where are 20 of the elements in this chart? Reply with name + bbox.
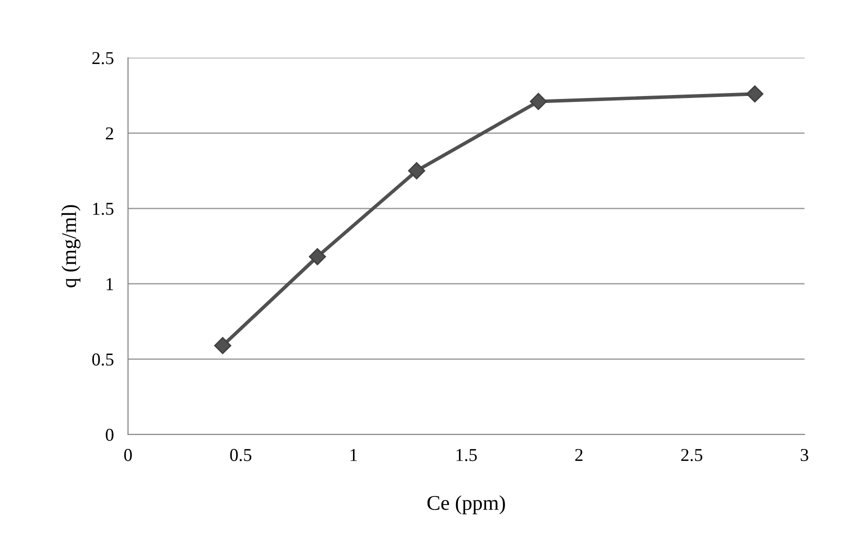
x-tick-label: 3 — [800, 448, 808, 462]
y-tick-label: 2 — [106, 127, 114, 140]
y-tick-label: 0.5 — [92, 353, 114, 366]
y-tick-label: 1.5 — [93, 202, 114, 215]
x-tick-label: 2.5 — [681, 448, 702, 462]
x-tick-label: 2 — [575, 448, 582, 461]
x-tick-label: 0.5 — [230, 448, 252, 462]
x-tick-label: 0 — [124, 448, 132, 462]
point — [308, 248, 326, 266]
point — [530, 92, 547, 110]
x-tick-label: 1.5 — [456, 449, 477, 462]
y-tick-label: 1 — [106, 278, 114, 290]
y-tick-label: 2.5 — [92, 52, 114, 64]
point — [746, 85, 764, 102]
x-tick-label: 1 — [350, 449, 357, 461]
point — [408, 162, 426, 180]
point — [214, 337, 232, 354]
y-axis-title: q (mg/ml) — [62, 205, 80, 288]
y-tick-label: 0 — [106, 428, 114, 441]
x-axis-title: Ce (ppm) — [427, 495, 505, 514]
